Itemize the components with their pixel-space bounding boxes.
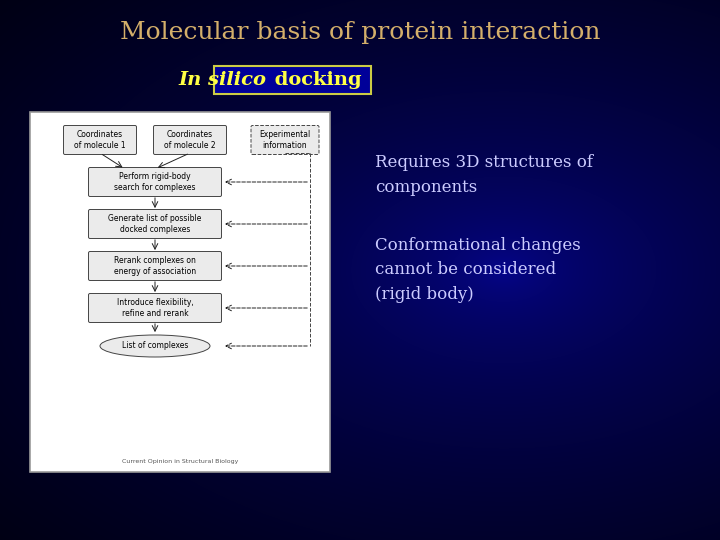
FancyBboxPatch shape bbox=[89, 167, 222, 197]
FancyBboxPatch shape bbox=[214, 66, 371, 94]
Text: Molecular basis of protein interaction: Molecular basis of protein interaction bbox=[120, 21, 600, 44]
FancyBboxPatch shape bbox=[153, 125, 227, 154]
FancyBboxPatch shape bbox=[251, 125, 319, 154]
Text: Perform rigid-body
search for complexes: Perform rigid-body search for complexes bbox=[114, 172, 196, 192]
Text: Introduce flexibility,
refine and rerank: Introduce flexibility, refine and rerank bbox=[117, 298, 194, 318]
Text: docking: docking bbox=[268, 71, 361, 89]
Text: Conformational changes
cannot be considered
(rigid body): Conformational changes cannot be conside… bbox=[375, 237, 581, 303]
Text: Rerank complexes on
energy of association: Rerank complexes on energy of associatio… bbox=[114, 256, 196, 276]
FancyBboxPatch shape bbox=[30, 112, 330, 472]
Text: Coordinates
of molecule 2: Coordinates of molecule 2 bbox=[164, 130, 216, 150]
FancyBboxPatch shape bbox=[89, 210, 222, 239]
Text: List of complexes: List of complexes bbox=[122, 341, 188, 350]
FancyBboxPatch shape bbox=[63, 125, 137, 154]
Text: Requires 3D structures of
components: Requires 3D structures of components bbox=[375, 154, 593, 196]
Text: Experimental
information: Experimental information bbox=[259, 130, 310, 150]
Text: Current Opinion in Structural Biology: Current Opinion in Structural Biology bbox=[122, 460, 238, 464]
Text: Coordinates
of molecule 1: Coordinates of molecule 1 bbox=[74, 130, 126, 150]
Text: Generate list of possible
docked complexes: Generate list of possible docked complex… bbox=[108, 214, 202, 234]
Text: In silico: In silico bbox=[178, 71, 266, 89]
FancyBboxPatch shape bbox=[89, 294, 222, 322]
Ellipse shape bbox=[100, 335, 210, 357]
FancyBboxPatch shape bbox=[89, 252, 222, 280]
